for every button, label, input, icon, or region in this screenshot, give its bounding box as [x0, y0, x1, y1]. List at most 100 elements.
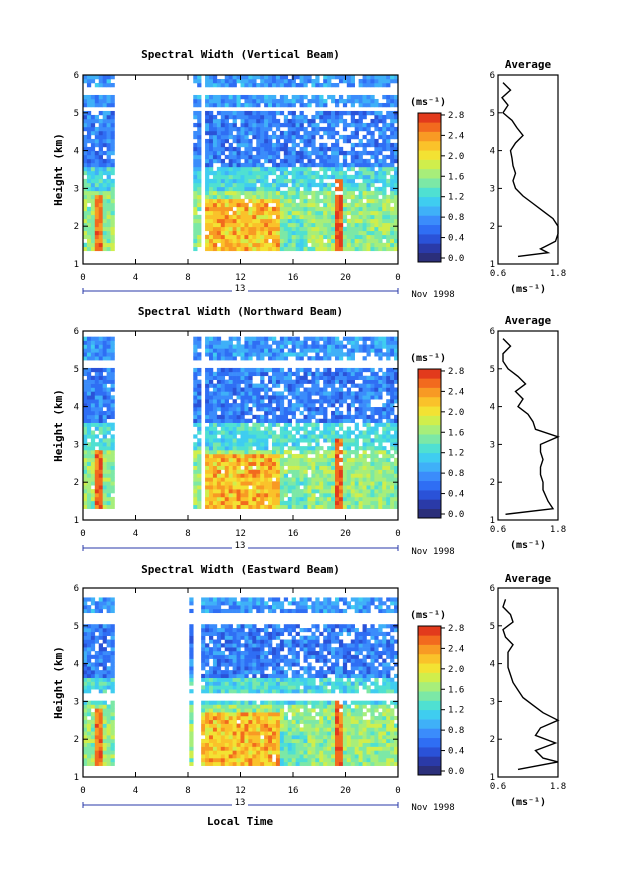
heatmap-cell: [86, 608, 92, 614]
heatmap-cell: [252, 226, 257, 232]
heatmap-cell: [374, 434, 379, 439]
heatmap-cell: [98, 631, 103, 636]
heatmap-cell: [236, 450, 241, 455]
heatmap-cell: [220, 206, 226, 212]
heatmap-cell: [205, 238, 210, 244]
heatmap-cell: [291, 403, 296, 408]
heatmap-cell: [327, 348, 332, 353]
heatmap-cell: [386, 500, 391, 506]
average-y-tick-label: 1: [490, 260, 495, 270]
heatmap-cell: [264, 371, 269, 377]
heatmap-cell: [283, 230, 289, 236]
heatmap-cell: [335, 242, 340, 248]
heatmap-cell: [327, 469, 332, 474]
heatmap-cell: [102, 387, 107, 392]
heatmap-cell: [272, 178, 277, 184]
heatmap-cell: [323, 158, 328, 164]
heatmap-cell: [291, 414, 296, 420]
heatmap-cell: [197, 352, 202, 357]
heatmap-cell: [338, 438, 344, 443]
heatmap-cell: [201, 689, 206, 694]
heatmap-cell: [283, 162, 289, 168]
heatmap-cell: [390, 375, 395, 380]
heatmap-cell: [212, 407, 218, 412]
heatmap-cell: [197, 410, 202, 416]
heatmap-cell: [86, 647, 92, 652]
heatmap-cell: [358, 210, 363, 216]
heatmap-cell: [264, 469, 269, 474]
heatmap-cell: [106, 399, 111, 404]
heatmap-cell: [189, 742, 194, 747]
heatmap-cell: [366, 387, 371, 392]
heatmap-cell: [275, 138, 281, 144]
heatmap-cell: [386, 194, 391, 200]
heatmap-cell: [232, 344, 237, 349]
heatmap-cell: [102, 98, 107, 104]
heatmap-cell: [209, 735, 214, 740]
heatmap-cell: [319, 403, 324, 408]
heatmap-cell: [110, 670, 115, 675]
heatmap-cell: [346, 356, 352, 361]
heatmap-cell: [386, 438, 391, 443]
heatmap-cell: [342, 453, 348, 459]
heatmap-cell: [350, 461, 355, 466]
heatmap-cell: [362, 210, 367, 216]
heatmap-cell: [394, 500, 399, 506]
heatmap-cell: [335, 367, 340, 373]
heatmap-cell: [303, 186, 308, 192]
heatmap-cell: [205, 98, 210, 104]
heatmap-cell: [362, 146, 367, 152]
heatmap-cell: [275, 246, 281, 252]
heatmap-cell: [307, 102, 312, 108]
heatmap-cell: [307, 246, 312, 252]
heatmap-cell: [382, 496, 387, 502]
heatmap-cell: [83, 643, 88, 648]
heatmap-cell: [205, 461, 210, 466]
heatmap-cell: [205, 496, 210, 502]
heatmap-cell: [252, 414, 257, 420]
heatmap-cell: [205, 485, 210, 490]
heatmap-cell: [346, 403, 352, 408]
heatmap-cell: [248, 150, 253, 156]
heatmap-cell: [291, 186, 296, 192]
heatmap-cell: [338, 395, 344, 400]
heatmap-cell: [201, 715, 206, 721]
heatmap-cell: [86, 126, 92, 132]
heatmap-cell: [323, 234, 328, 240]
heatmap-cell: [94, 102, 100, 108]
heatmap-cell: [378, 450, 383, 455]
heatmap-cell: [319, 434, 324, 439]
heatmap-cell: [354, 442, 359, 447]
heatmap-cell: [315, 450, 320, 455]
heatmap-cell: [216, 473, 222, 478]
heatmap-cell: [216, 194, 222, 200]
heatmap-cell: [362, 234, 367, 240]
heatmap-cell: [303, 461, 308, 466]
heatmap-cell: [212, 82, 218, 88]
heatmap-cell: [90, 94, 96, 100]
heatmap-cell: [189, 608, 194, 614]
heatmap-cell: [299, 222, 304, 228]
heatmap-cell: [370, 75, 375, 80]
heatmap-cell: [382, 82, 387, 88]
heatmap-cell: [232, 186, 237, 192]
heatmap-cell: [366, 403, 371, 408]
heatmap-cell: [299, 218, 304, 224]
heatmap-cell: [295, 469, 300, 474]
heatmap-cell: [94, 662, 100, 667]
heatmap-cell: [354, 150, 359, 156]
heatmap-cell: [228, 371, 233, 377]
heatmap-cell: [244, 210, 249, 216]
heatmap-cell: [232, 457, 237, 463]
heatmap-cell: [205, 367, 210, 373]
heatmap-cell: [86, 238, 92, 244]
heatmap-cell: [279, 473, 285, 478]
heatmap-cell: [382, 461, 387, 466]
heatmap-cell: [90, 340, 96, 345]
heatmap-cell: [110, 383, 115, 388]
heatmap-cell: [346, 367, 352, 373]
heatmap-cell: [303, 340, 308, 345]
heatmap-cell: [272, 442, 277, 447]
heatmap-cell: [102, 399, 107, 404]
heatmap-cell: [272, 485, 277, 490]
